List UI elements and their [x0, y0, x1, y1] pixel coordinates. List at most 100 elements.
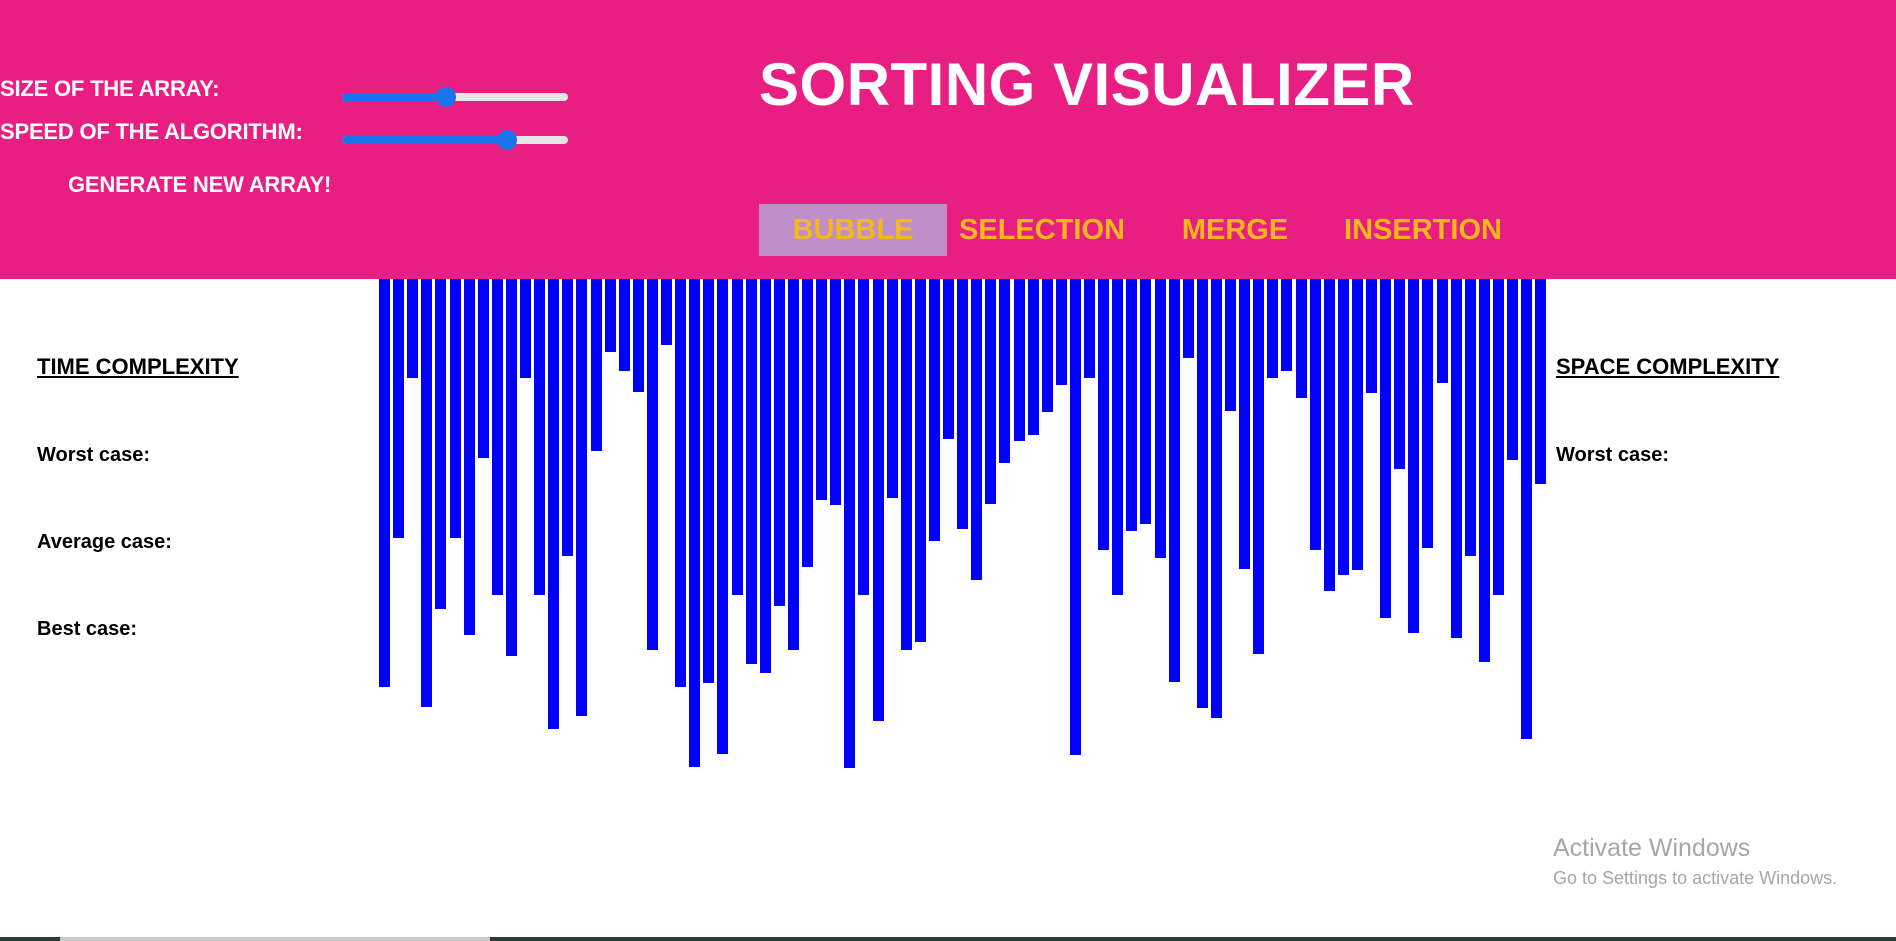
array-bar: [943, 279, 954, 439]
array-bar: [985, 279, 996, 504]
array-bar: [1437, 279, 1448, 383]
time-average-case-label: Average case:: [37, 531, 172, 553]
array-bar: [1070, 279, 1081, 755]
array-bar: [689, 279, 700, 767]
array-bar: [591, 279, 602, 451]
array-bar: [1380, 279, 1391, 618]
array-bar: [506, 279, 517, 656]
array-bar: [450, 279, 461, 538]
array-bar: [1310, 279, 1321, 550]
array-bar: [957, 279, 968, 529]
array-bar: [1169, 279, 1180, 682]
array-bar: [971, 279, 982, 580]
generate-new-array-button[interactable]: GENERATE NEW ARRAY!: [68, 172, 332, 197]
array-bar: [619, 279, 630, 371]
array-bar: [732, 279, 743, 595]
array-bar: [1465, 279, 1476, 556]
array-bar: [1084, 279, 1095, 378]
array-bar: [1112, 279, 1123, 595]
array-bar: [520, 279, 531, 378]
space-worst-case-label: Worst case:: [1556, 444, 1670, 466]
array-bar: [915, 279, 926, 642]
array-bar: [548, 279, 559, 729]
array-bar: [816, 279, 827, 500]
array-bar: [661, 279, 672, 345]
array-bar: [901, 279, 912, 650]
time-complexity-heading: TIME COMPLEXITY: [37, 354, 239, 379]
array-bar: [1211, 279, 1222, 718]
array-bar: [1155, 279, 1166, 558]
array-bar: [1422, 279, 1433, 548]
array-bar: [1281, 279, 1292, 371]
bubble-sort-button[interactable]: BUBBLE: [759, 204, 947, 256]
activate-windows-subtitle: Go to Settings to activate Windows.: [1553, 868, 1838, 888]
array-bar: [802, 279, 813, 567]
array-bar: [1521, 279, 1532, 739]
array-bar: [1028, 279, 1039, 435]
array-bar: [873, 279, 884, 721]
array-bar: [407, 279, 418, 378]
array-bars-container: [379, 279, 1546, 779]
array-bar: [605, 279, 616, 352]
insertion-sort-button[interactable]: INSERTION: [1344, 214, 1502, 246]
time-best-case-label: Best case:: [37, 618, 138, 640]
array-bar: [1366, 279, 1377, 393]
array-bar: [1394, 279, 1405, 469]
array-bar: [562, 279, 573, 556]
array-bar: [379, 279, 390, 687]
array-bar: [788, 279, 799, 650]
array-bar: [675, 279, 686, 687]
array-bar: [1352, 279, 1363, 570]
array-bar: [1507, 279, 1518, 460]
taskbar-edge: [0, 937, 1896, 941]
array-bar: [929, 279, 940, 541]
array-bar: [1408, 279, 1419, 633]
array-bar: [1296, 279, 1307, 398]
array-bar: [478, 279, 489, 458]
array-bar: [1535, 279, 1546, 484]
array-bar: [999, 279, 1010, 463]
algorithm-speed-slider-thumb[interactable]: [496, 130, 517, 150]
array-bar: [703, 279, 714, 683]
array-bar: [435, 279, 446, 609]
space-complexity-heading: SPACE COMPLEXITY: [1556, 354, 1780, 379]
array-bar: [647, 279, 658, 650]
array-bar: [1098, 279, 1109, 550]
activate-windows-title: Activate Windows: [1553, 834, 1751, 862]
array-bar: [760, 279, 771, 673]
algorithm-speed-slider[interactable]: [342, 128, 568, 152]
array-bar: [717, 279, 728, 754]
array-bar: [1239, 279, 1250, 569]
array-bar: [633, 279, 644, 392]
array-bar: [1140, 279, 1151, 524]
array-size-slider[interactable]: [342, 85, 568, 109]
array-bar: [887, 279, 898, 498]
array-bar: [844, 279, 855, 768]
array-bar: [746, 279, 757, 664]
array-size-label: SIZE OF THE ARRAY:: [0, 76, 220, 101]
array-bar: [1324, 279, 1335, 591]
array-bar: [1014, 279, 1025, 441]
array-bar: [1183, 279, 1194, 358]
array-bar: [774, 279, 785, 606]
page-title: SORTING VISUALIZER: [759, 51, 1415, 118]
array-bar: [1042, 279, 1053, 412]
array-size-slider-thumb[interactable]: [435, 87, 456, 107]
array-bar: [1338, 279, 1349, 575]
array-bar: [1126, 279, 1137, 531]
array-bar: [393, 279, 404, 538]
array-bar: [830, 279, 841, 505]
array-bar: [1056, 279, 1067, 385]
array-bar: [464, 279, 475, 635]
array-bar: [1253, 279, 1264, 654]
array-bar: [1225, 279, 1236, 411]
header-bar: SIZE OF THE ARRAY: SPEED OF THE ALGORITH…: [0, 0, 1896, 279]
array-bar: [858, 279, 869, 595]
algorithm-speed-label: SPEED OF THE ALGORITHM:: [0, 119, 303, 144]
selection-sort-button[interactable]: SELECTION: [959, 214, 1125, 246]
array-bar: [534, 279, 545, 595]
array-bar: [421, 279, 432, 707]
array-bar: [1493, 279, 1504, 595]
array-bar: [1451, 279, 1462, 638]
merge-sort-button[interactable]: MERGE: [1181, 214, 1289, 246]
